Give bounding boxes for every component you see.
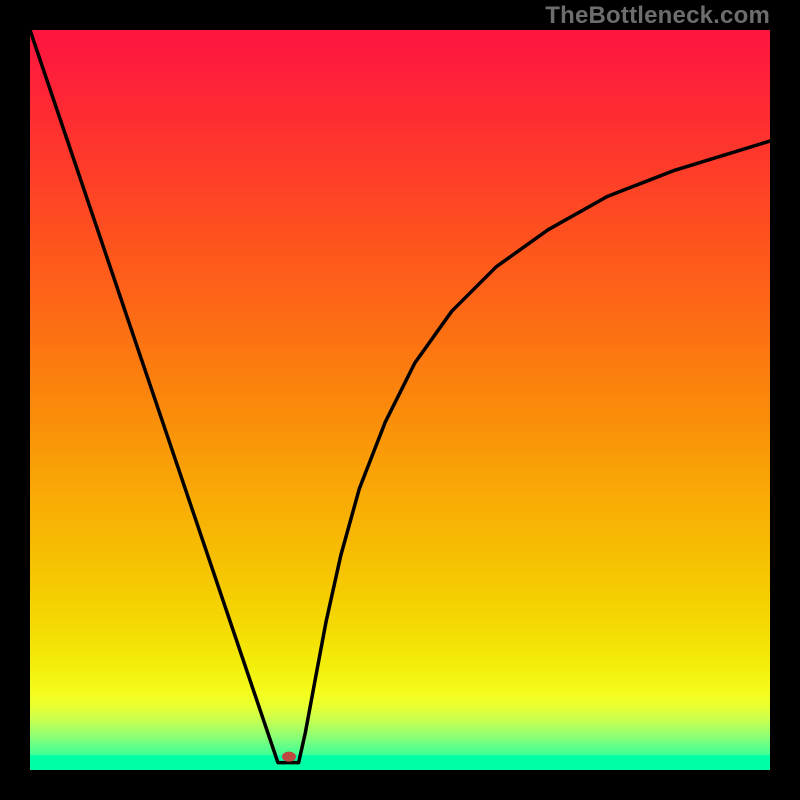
bottom-strip	[30, 755, 770, 770]
chart-frame: TheBottleneck.com	[0, 0, 800, 800]
plot-area	[30, 30, 770, 770]
min-dot	[282, 752, 296, 762]
watermark-text: TheBottleneck.com	[545, 2, 770, 30]
gradient-background	[30, 30, 770, 770]
plot-svg	[30, 30, 770, 770]
